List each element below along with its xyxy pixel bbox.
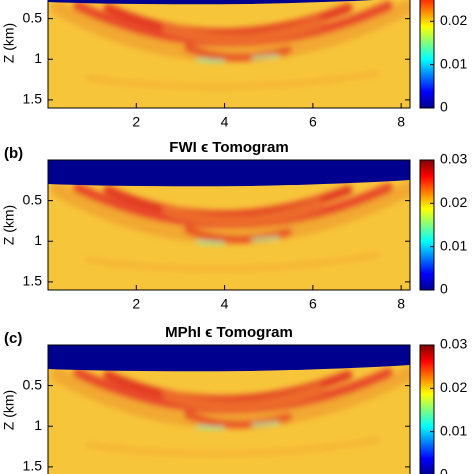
colorbar xyxy=(419,159,435,291)
y-tick-label: 1 xyxy=(34,50,42,66)
tomogram-image xyxy=(48,0,410,108)
colorbar-tick-label: 0.02 xyxy=(440,194,467,210)
tomogram-image xyxy=(48,160,410,290)
y-tick-label: 1 xyxy=(34,417,42,433)
y-tick-label: 0.5 xyxy=(23,9,43,25)
y-tick-label: 1.5 xyxy=(23,273,43,289)
panel-label: (b) xyxy=(4,145,23,162)
y-axis-label: Z (km) xyxy=(1,205,17,245)
x-tick-label: 8 xyxy=(397,296,405,312)
tomogram-image xyxy=(48,345,410,474)
plot-frame xyxy=(47,0,411,109)
x-tick-label: 4 xyxy=(221,114,229,130)
y-axis-label: Z (km) xyxy=(1,23,17,63)
panel-label: (c) xyxy=(4,330,22,347)
y-tick-label: 0.5 xyxy=(23,191,43,207)
colorbar-tick-label: 0.03 xyxy=(440,336,467,352)
y-tick-label: 1.5 xyxy=(23,458,43,474)
colorbar-tick-label: 0 xyxy=(440,466,448,474)
x-tick-label: 8 xyxy=(397,114,405,130)
colorbar-tick-label: 0.03 xyxy=(440,151,467,167)
x-tick-label: 2 xyxy=(132,296,140,312)
plot-frame xyxy=(47,344,411,474)
plot-frame xyxy=(47,159,411,291)
colorbar xyxy=(419,0,435,109)
y-tick-label: 1.5 xyxy=(23,91,43,107)
colorbar xyxy=(419,344,435,474)
colorbar-tick-label: 0.02 xyxy=(440,379,467,395)
panel-title: FWI ϵ Tomogram xyxy=(169,139,288,156)
y-tick-label: 0.5 xyxy=(23,376,43,392)
x-tick-label: 4 xyxy=(221,296,229,312)
x-tick-label: 6 xyxy=(309,296,317,312)
y-axis-label: Z (km) xyxy=(1,390,17,430)
x-tick-label: 2 xyxy=(132,114,140,130)
colorbar-tick-label: 0.01 xyxy=(440,237,467,253)
colorbar-tick-label: 0 xyxy=(440,281,448,297)
colorbar-tick-label: 0.01 xyxy=(440,422,467,438)
colorbar-tick-label: 0.01 xyxy=(440,55,467,71)
y-tick-label: 1 xyxy=(34,232,42,248)
colorbar-tick-label: 0 xyxy=(440,99,448,115)
x-tick-label: 6 xyxy=(309,114,317,130)
colorbar-tick-label: 0.02 xyxy=(440,12,467,28)
panel-title: MPhI ϵ Tomogram xyxy=(165,324,293,341)
